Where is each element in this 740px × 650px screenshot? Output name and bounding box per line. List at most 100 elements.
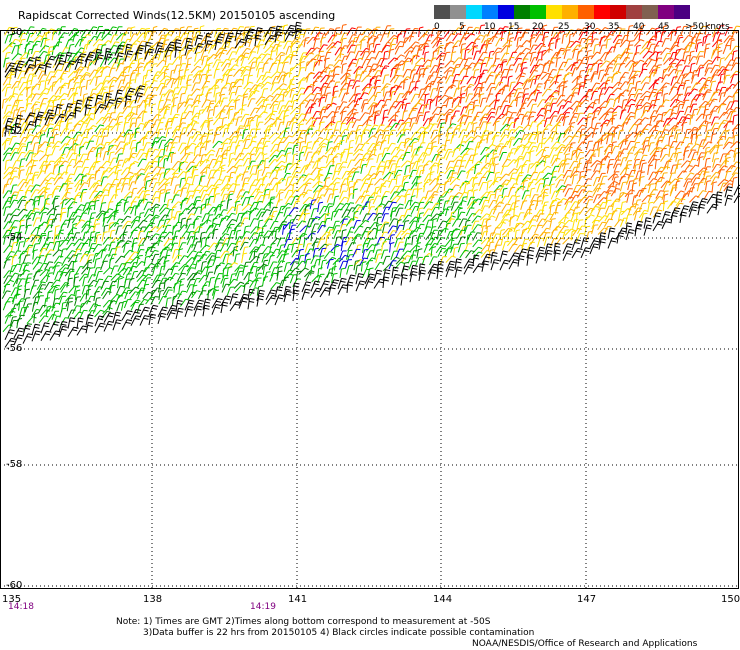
wind-barb-tick <box>364 112 369 114</box>
wind-barb <box>263 40 269 50</box>
wind-barb <box>313 39 317 49</box>
wind-barb-tick <box>636 44 641 47</box>
wind-barb-tick <box>355 85 360 88</box>
wind-barb <box>74 69 80 79</box>
wind-barb <box>662 69 665 79</box>
wind-barb <box>375 134 380 144</box>
wind-barb <box>373 86 378 96</box>
wind-barb <box>345 153 350 163</box>
wind-barb <box>72 82 77 92</box>
wind-barb-tick <box>625 89 630 92</box>
wind-barb <box>205 88 210 98</box>
wind-barb <box>555 123 558 133</box>
wind-barb <box>689 26 692 36</box>
wind-barb <box>180 38 186 47</box>
wind-barb <box>299 103 302 113</box>
wind-barb <box>88 69 95 78</box>
wind-barb-tick <box>474 99 479 102</box>
wind-barb <box>59 85 63 95</box>
wind-barb-tick <box>623 99 628 101</box>
wind-barb-tick <box>494 163 500 166</box>
wind-barb-tick <box>421 126 426 129</box>
wind-barb-tick <box>118 51 123 53</box>
wind-barb <box>613 43 617 53</box>
wind-barb <box>640 90 648 99</box>
wind-barb <box>624 98 632 107</box>
wind-barb <box>18 137 25 146</box>
wind-barb <box>380 83 388 92</box>
wind-barb <box>578 32 584 41</box>
wind-barb-tick <box>223 116 228 119</box>
wind-barb-tick <box>429 82 434 86</box>
wind-barb <box>556 33 560 43</box>
wind-barb <box>725 101 731 111</box>
wind-barb-tick <box>409 35 415 38</box>
wind-barb <box>164 121 169 131</box>
wind-barb <box>38 103 43 113</box>
wind-barb-tick <box>193 115 198 118</box>
wind-barb <box>453 64 457 74</box>
wind-barb-tick <box>635 158 640 161</box>
wind-barb <box>82 94 85 104</box>
wind-barb-tick <box>520 129 525 132</box>
wind-barb <box>396 104 403 113</box>
wind-barb-tick <box>221 110 226 113</box>
wind-barb <box>347 44 353 54</box>
wind-barb <box>46 128 50 138</box>
wind-barb <box>204 149 212 157</box>
wind-barb <box>458 58 464 68</box>
wind-barb <box>709 74 716 83</box>
wind-barb-tick <box>52 81 58 83</box>
wind-barb <box>2 45 10 53</box>
wind-barb <box>166 142 170 152</box>
wind-barb-tick <box>556 38 561 41</box>
wind-barb-tick <box>672 112 678 115</box>
wind-barb <box>691 82 697 91</box>
wind-barb <box>645 59 653 68</box>
wind-barb <box>355 69 358 79</box>
wind-barb <box>635 46 638 56</box>
wind-barb-tick <box>141 27 146 30</box>
wind-barb-tick <box>407 57 412 60</box>
wind-barb <box>38 81 42 91</box>
wind-barb <box>107 127 110 137</box>
wind-barb <box>3 115 8 125</box>
wind-barb <box>674 130 678 140</box>
wind-barb <box>422 29 429 38</box>
wind-barb <box>138 100 144 109</box>
wind-barb-tick <box>434 64 439 67</box>
wind-barb <box>256 32 260 42</box>
wind-barb-tick <box>76 86 81 88</box>
wind-barb <box>1 83 8 92</box>
wind-barb <box>394 46 400 55</box>
wind-barb <box>436 31 439 41</box>
wind-barb-tick <box>443 76 448 79</box>
wind-barb <box>452 27 459 36</box>
wind-barb <box>92 39 100 47</box>
wind-barb-tick <box>194 105 199 108</box>
wind-barb <box>24 134 31 143</box>
wind-barb-tick <box>7 83 12 86</box>
wind-barb <box>569 40 577 49</box>
wind-barb <box>8 74 12 84</box>
wind-barb <box>19 129 25 138</box>
wind-barb <box>527 164 530 174</box>
wind-barb-tick <box>231 35 236 38</box>
wind-barb <box>79 72 87 80</box>
wind-barb <box>674 64 679 74</box>
wind-barb <box>162 99 168 109</box>
wind-barb <box>600 73 606 83</box>
wind-barb-tick <box>245 113 250 116</box>
wind-barb <box>473 127 477 137</box>
wind-barb <box>590 91 595 101</box>
wind-barb <box>121 106 129 114</box>
wind-barb <box>417 133 422 143</box>
wind-barb <box>122 129 129 138</box>
wind-barb <box>695 51 701 60</box>
wind-barb-tick <box>367 28 372 31</box>
wind-barb <box>576 51 579 61</box>
wind-barb <box>408 81 412 91</box>
wind-barb-tick <box>316 110 321 113</box>
wind-barb-tick <box>189 98 194 100</box>
wind-barb-tick <box>48 127 53 130</box>
